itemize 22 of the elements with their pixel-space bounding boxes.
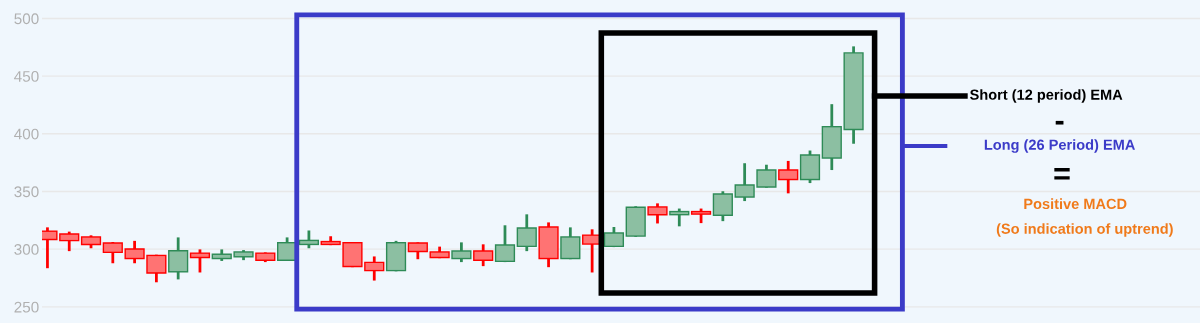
y-tick-label: 250 (14, 301, 39, 313)
candlestick (712, 191, 733, 222)
text: Long (26 Period) EMA (984, 139, 1135, 153)
text: (So indication of uptrend) (996, 223, 1173, 237)
y-tick-label: 350 (14, 186, 39, 198)
candlestick (189, 249, 211, 273)
y-tick-label: 300 (14, 244, 39, 255)
y-tick-label: 400 (14, 128, 39, 140)
candlestick (473, 244, 494, 267)
text: - (1055, 120, 1064, 125)
candlestick (669, 208, 690, 227)
candlestick (799, 150, 821, 184)
text: Short (12 period) EMA (970, 89, 1123, 103)
y-tick-label: 500 (14, 13, 39, 25)
text: Positive MACD (1024, 198, 1127, 210)
candlestick (516, 214, 537, 252)
candlestick (778, 160, 799, 194)
text: = (1054, 168, 1070, 180)
candlestick (560, 227, 581, 260)
y-tick-label: 450 (14, 71, 39, 82)
candlestick (168, 237, 189, 280)
candlestick (494, 225, 516, 263)
